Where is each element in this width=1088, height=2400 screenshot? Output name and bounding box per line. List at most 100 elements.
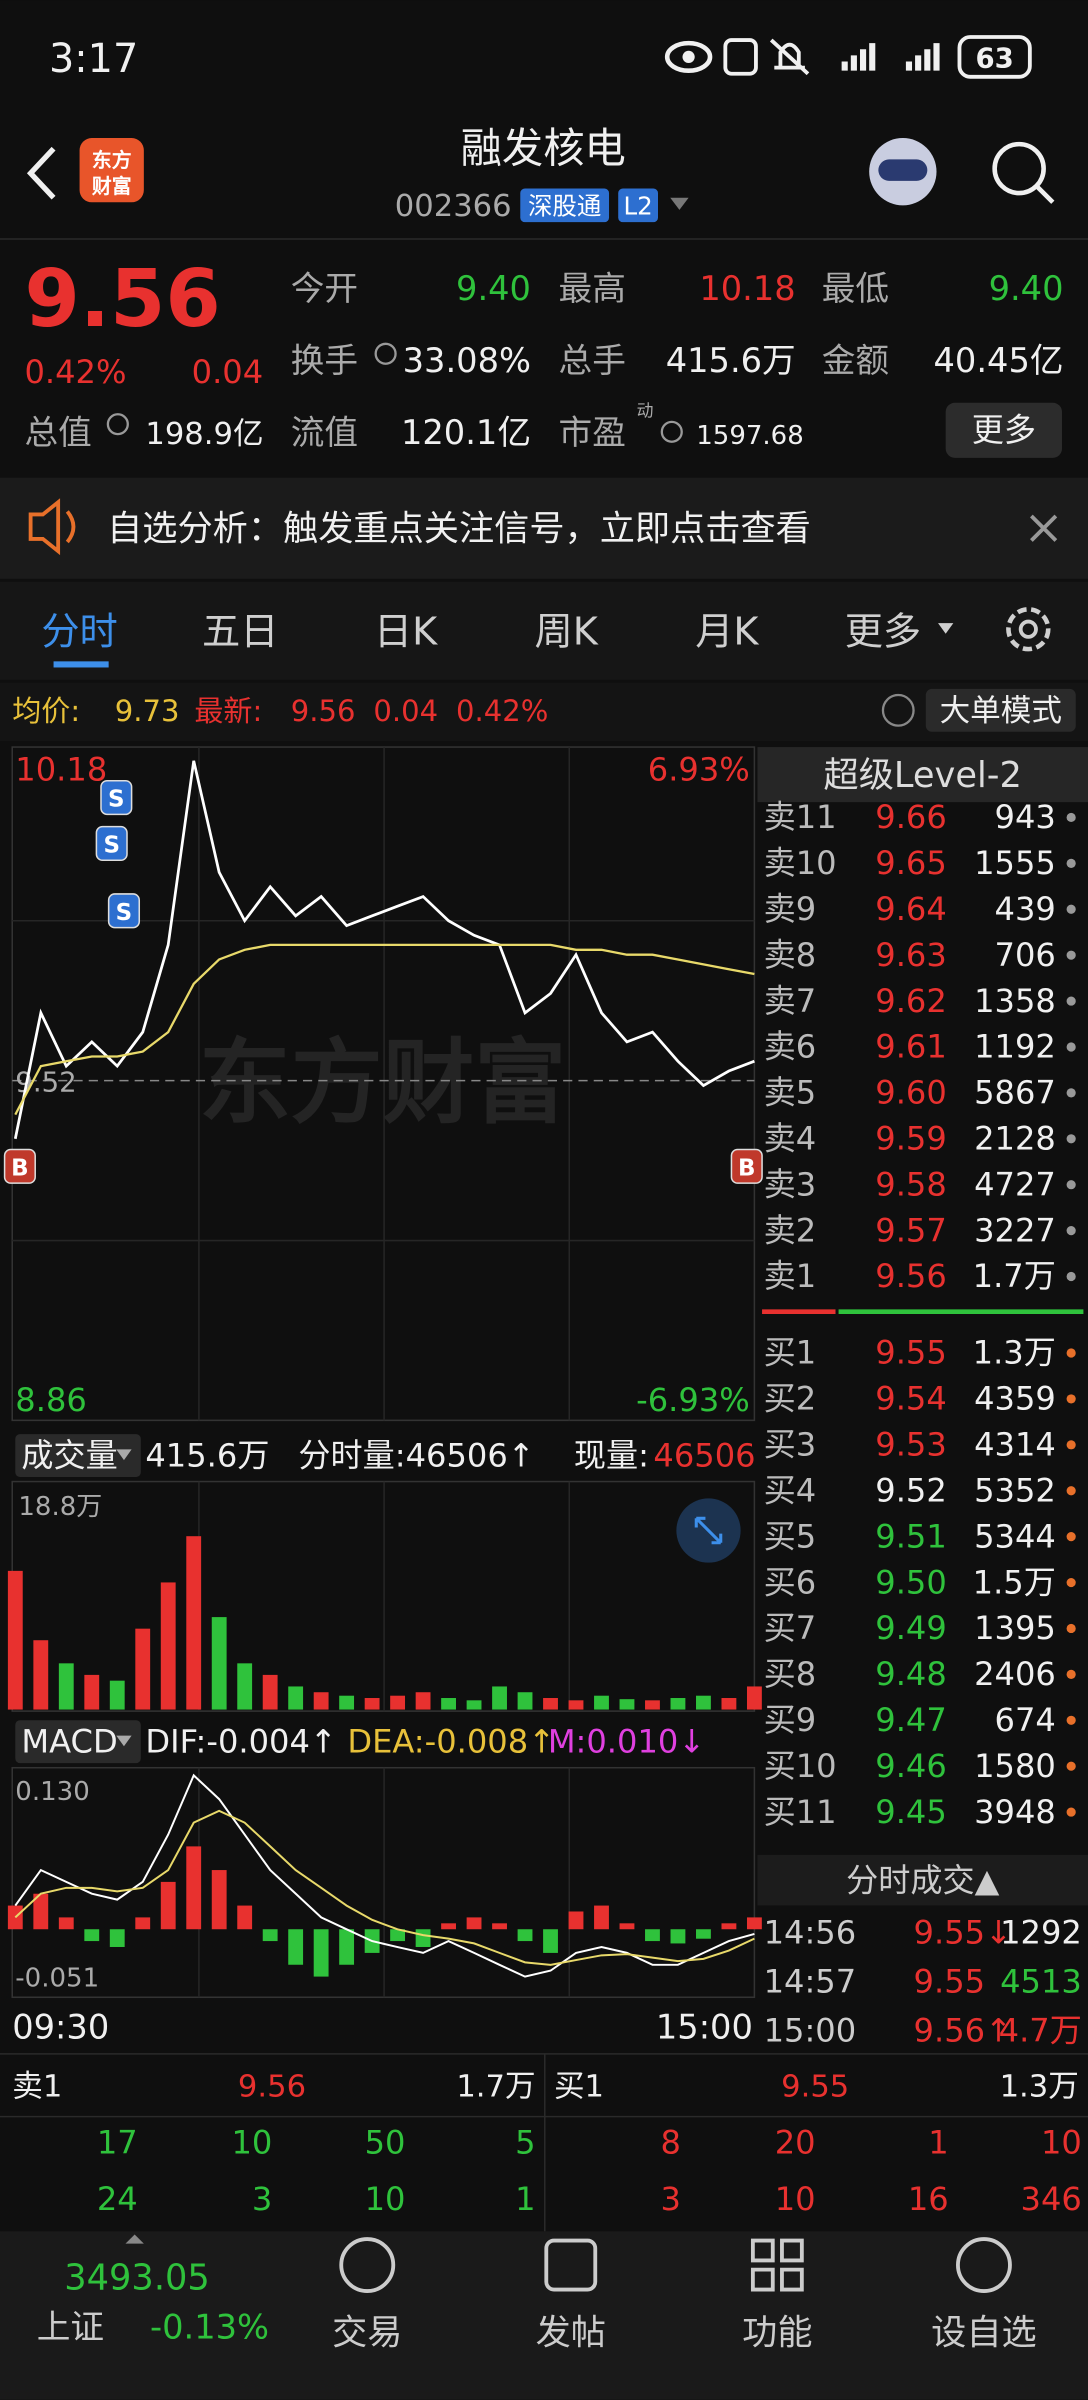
tab[interactable]: 日K bbox=[374, 610, 438, 655]
nav-item[interactable]: 交易 bbox=[332, 2313, 402, 2354]
macd-bar bbox=[517, 1929, 533, 1942]
queue-order: 10 bbox=[1041, 2123, 1082, 2161]
tab[interactable]: 周K bbox=[535, 610, 599, 655]
volume-bar bbox=[84, 1674, 100, 1710]
current-volume: 46506 bbox=[653, 1436, 755, 1474]
tab[interactable]: 五日 bbox=[202, 610, 279, 655]
change-percent: 0.42% bbox=[24, 353, 126, 391]
field-value: 10.18 bbox=[699, 269, 795, 308]
index-name[interactable]: 上证 bbox=[37, 2307, 104, 2346]
trades-title[interactable]: 分时成交▲ bbox=[846, 1862, 1000, 1900]
nav-item[interactable]: 设自选 bbox=[931, 2313, 1037, 2354]
macd-bar bbox=[415, 1929, 431, 1947]
large-order-button[interactable] bbox=[925, 688, 1076, 732]
level-label: 买3 bbox=[764, 1426, 817, 1464]
level-label: 买8 bbox=[764, 1655, 817, 1693]
search-button[interactable] bbox=[992, 141, 1046, 196]
level-label: 买5 bbox=[764, 1517, 817, 1555]
macd-bar bbox=[543, 1929, 558, 1953]
volume-bar bbox=[466, 1700, 482, 1710]
y-tick-label: 0.130 bbox=[15, 1777, 89, 1807]
volume-bar bbox=[543, 1698, 558, 1710]
indicator-button[interactable] bbox=[15, 1720, 141, 1764]
large-order-button[interactable]: 大单模式 bbox=[940, 694, 1062, 729]
volume-bar bbox=[721, 1698, 737, 1710]
back-button[interactable] bbox=[26, 146, 56, 200]
y2-tick-label: -6.93% bbox=[636, 1381, 750, 1419]
banner-text[interactable]: 自选分析：触发重点关注信号，立即点击查看 bbox=[107, 508, 811, 549]
trade-time: 14:57 bbox=[764, 1963, 857, 2001]
dropdown-icon bbox=[670, 197, 689, 210]
more-button[interactable]: 更多 bbox=[972, 411, 1036, 449]
x-tick-label: 09:30 bbox=[12, 2008, 109, 2047]
level-label: 卖3 bbox=[764, 1165, 817, 1203]
tab-indicator bbox=[53, 661, 109, 668]
clock: 3:17 bbox=[49, 36, 138, 82]
volume-bar bbox=[262, 1674, 278, 1710]
level-label: 卖2 bbox=[764, 1211, 817, 1249]
queue-order: 20 bbox=[775, 2123, 816, 2161]
tab[interactable]: 月K bbox=[695, 610, 759, 655]
field-value: 198.9亿 bbox=[145, 417, 263, 452]
macd-bar bbox=[84, 1929, 100, 1942]
nav-item[interactable]: 发帖 bbox=[536, 2313, 606, 2354]
info-item: 最新: bbox=[194, 694, 262, 728]
current-volume-label: 现量: bbox=[574, 1436, 649, 1474]
queue-order: 10 bbox=[365, 2180, 406, 2218]
level-label: 卖11 bbox=[764, 798, 837, 836]
level-price: 9.54 bbox=[875, 1380, 947, 1418]
queue-order: 1 bbox=[515, 2180, 535, 2218]
level-label: 买6 bbox=[764, 1563, 817, 1601]
macd-bar bbox=[58, 1917, 74, 1930]
level-dot bbox=[1066, 812, 1076, 823]
more-button[interactable] bbox=[945, 402, 1062, 458]
level-volume: 1.3万 bbox=[973, 1334, 1056, 1372]
signal-icon bbox=[841, 43, 876, 71]
trade-time: 15:00 bbox=[764, 2012, 857, 2050]
macd-bar bbox=[160, 1881, 176, 1930]
macd-bar bbox=[492, 1923, 507, 1930]
level-label: 卖7 bbox=[764, 982, 817, 1020]
macd-value: M:0.010↓ bbox=[548, 1722, 705, 1760]
macd-bar bbox=[746, 1917, 762, 1930]
level-dot bbox=[1066, 1440, 1076, 1450]
bottom-nav bbox=[0, 2231, 1088, 2400]
field-label: 市盈 bbox=[559, 413, 626, 452]
tab[interactable]: 更多 bbox=[845, 610, 922, 655]
level-label: 卖9 bbox=[764, 890, 817, 928]
queue-order: 346 bbox=[1021, 2180, 1082, 2218]
tab[interactable]: 分时 bbox=[41, 610, 118, 655]
help-icon[interactable] bbox=[881, 693, 915, 727]
index-value[interactable]: 3493.05 bbox=[64, 2258, 210, 2299]
level-label: 卖5 bbox=[764, 1074, 817, 1112]
level-label: 买7 bbox=[764, 1609, 817, 1647]
level-dot bbox=[1066, 1761, 1076, 1771]
nav-item[interactable]: 功能 bbox=[742, 2313, 812, 2354]
level-volume: 4359 bbox=[974, 1380, 1056, 1418]
index-change[interactable]: -0.13% bbox=[150, 2307, 269, 2346]
trade-marker bbox=[730, 1148, 763, 1184]
y-tick-label: 18.8万 bbox=[18, 1492, 102, 1522]
trade-time: 14:56 bbox=[764, 1914, 857, 1952]
indicator-button[interactable] bbox=[15, 1434, 141, 1477]
queue-order: 17 bbox=[97, 2123, 138, 2161]
info-item: 0.04 bbox=[373, 694, 438, 728]
queue-order: 3 bbox=[252, 2180, 272, 2218]
level-price: 9.59 bbox=[875, 1120, 947, 1158]
queue-order: 50 bbox=[365, 2123, 406, 2161]
banner[interactable] bbox=[0, 477, 1088, 579]
field-value: 9.40 bbox=[989, 269, 1064, 308]
macd-bar bbox=[721, 1923, 737, 1930]
settings-button bbox=[1018, 619, 1038, 639]
order-book-title: 超级Level-2 bbox=[824, 755, 1022, 796]
macd-bar bbox=[211, 1870, 227, 1930]
volume-bar bbox=[237, 1663, 253, 1710]
settings-button[interactable] bbox=[1006, 607, 1051, 652]
trades-header[interactable] bbox=[757, 1854, 1088, 1906]
tag-label: L2 bbox=[624, 192, 653, 221]
field-value: 415.6万 bbox=[666, 341, 796, 380]
level-price: 9.51 bbox=[875, 1517, 947, 1555]
expand-icon bbox=[125, 2234, 144, 2244]
close-button[interactable] bbox=[1030, 514, 1058, 542]
